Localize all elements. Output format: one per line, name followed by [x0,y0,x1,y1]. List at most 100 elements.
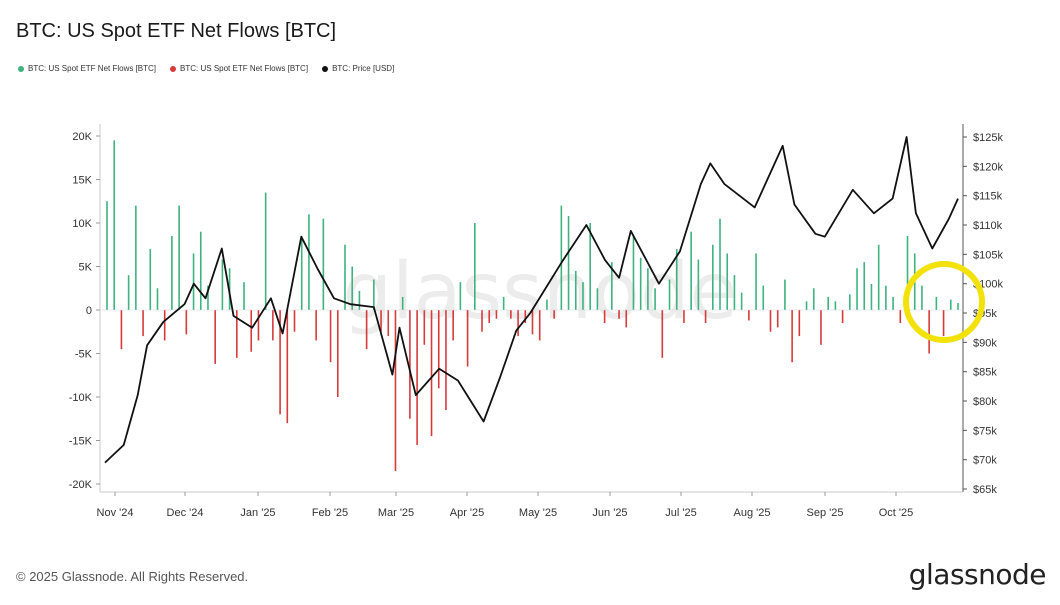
flow-bar [603,310,606,324]
flow-bar [106,201,108,310]
flow-bar [430,310,433,437]
flow-bar [437,310,440,389]
left-tick-label: 20K [72,131,92,143]
flow-bar [459,282,462,310]
flow-bar [957,303,959,310]
right-tick-label: $65k [973,484,997,496]
flow-bar [740,292,743,310]
flow-bar [582,282,584,310]
x-tick-label: Apr '25 [450,507,485,519]
flow-bar [329,310,332,363]
flow-bar [596,288,599,310]
x-tick-label: Feb '25 [312,507,348,519]
flow-bar [142,310,144,337]
flow-bar [236,310,238,358]
price-polyline [104,136,959,464]
flow-bar [870,283,873,310]
flow-bar [185,310,188,335]
flow-bar [344,244,346,310]
x-tick-label: Dec '24 [167,507,204,519]
legend-dot-black [322,65,329,72]
flow-bar [423,310,426,345]
flow-bar [726,253,729,310]
flow-bar [654,288,656,310]
flow-bar [942,310,945,337]
right-tick-label: $115k [973,191,1003,203]
legend-label: BTC: US Spot ETF Net Flows [BTC] [28,64,157,73]
flow-bar [531,310,534,335]
legend-item-price[interactable]: BTC: Price [USD] [322,64,394,73]
x-tick-label: Aug '25 [734,507,771,519]
flow-bar [416,310,418,445]
flow-bar [474,223,476,310]
flow-bar [264,192,267,310]
flow-bar [805,301,808,310]
axes: 20K 15K 10K 5K 0 -5K -10K -15K -20K $125k $120k $11… [69,124,1003,519]
flow-bar [683,310,685,324]
chart-title: BTC: US Spot ETF Net Flows [BTC] [16,20,337,42]
right-tick-label: $85k [973,367,997,379]
flow-bar [784,279,786,310]
x-tick-label: Sep '25 [807,507,844,519]
flow-bar [697,259,700,310]
flow-bar [272,310,274,341]
flow-bar [755,253,757,310]
flow-bar [668,279,671,310]
flow-bar [827,296,829,310]
legend-dot-red [170,65,177,72]
flow-bar [135,205,137,310]
annotations [903,261,985,343]
flow-bar [791,310,793,363]
flow-bar [906,236,909,310]
flow-bar [769,310,772,332]
flow-bar [336,310,339,397]
flow-bar [921,285,923,310]
x-tick-label: Jul '25 [665,507,696,519]
flow-bar [892,296,894,310]
left-tick-label: -15K [69,436,93,448]
flow-bar [690,231,692,310]
flow-bar [517,310,519,337]
left-tick-label: -5K [75,349,93,361]
flow-bar [618,310,620,319]
right-tick-label: $80k [973,396,997,408]
left-tick-label: 15K [72,175,92,187]
legend-item-inflows[interactable]: BTC: US Spot ETF Net Flows [BTC] [18,64,156,73]
legend: BTC: US Spot ETF Net Flows [BTC] BTC: US… [18,64,394,73]
flow-bar [156,288,159,310]
x-tick-label: May '25 [519,507,557,519]
flow-bar [589,223,591,310]
flow-bar [113,140,116,310]
x-tick-label: Nov '24 [97,507,134,519]
flow-bar [373,279,375,310]
flow-bar [387,310,390,337]
x-tick-label: Jun '25 [592,507,627,519]
legend-label: BTC: Price [USD] [332,64,395,73]
flow-bar [553,310,555,319]
left-tick-label: 5K [79,262,93,274]
flow-bar [481,310,483,332]
flow-bar [574,270,577,310]
left-tick-label: -10K [69,392,93,404]
flow-bar [401,296,404,310]
flow-bar [632,236,635,310]
flow-bars [100,140,963,471]
flow-bar [798,310,801,337]
flow-bar [279,310,281,415]
flow-bar [776,310,779,328]
x-tick-label: Jan '25 [240,507,275,519]
flow-bar [733,275,736,310]
flow-bar [199,231,202,310]
flow-bar [820,310,822,345]
flow-bar [286,310,289,424]
flow-bar [488,310,491,324]
legend-item-outflows[interactable]: BTC: US Spot ETF Net Flows [BTC] [170,64,308,73]
x-tick-label: Oct '25 [879,507,914,519]
flow-bar [928,310,930,354]
flow-bar [308,214,310,310]
left-tick-label: 0 [86,305,92,317]
right-tick-label: $125k [973,132,1003,144]
left-tick-label: 10K [72,218,92,230]
flow-bar [171,236,173,310]
